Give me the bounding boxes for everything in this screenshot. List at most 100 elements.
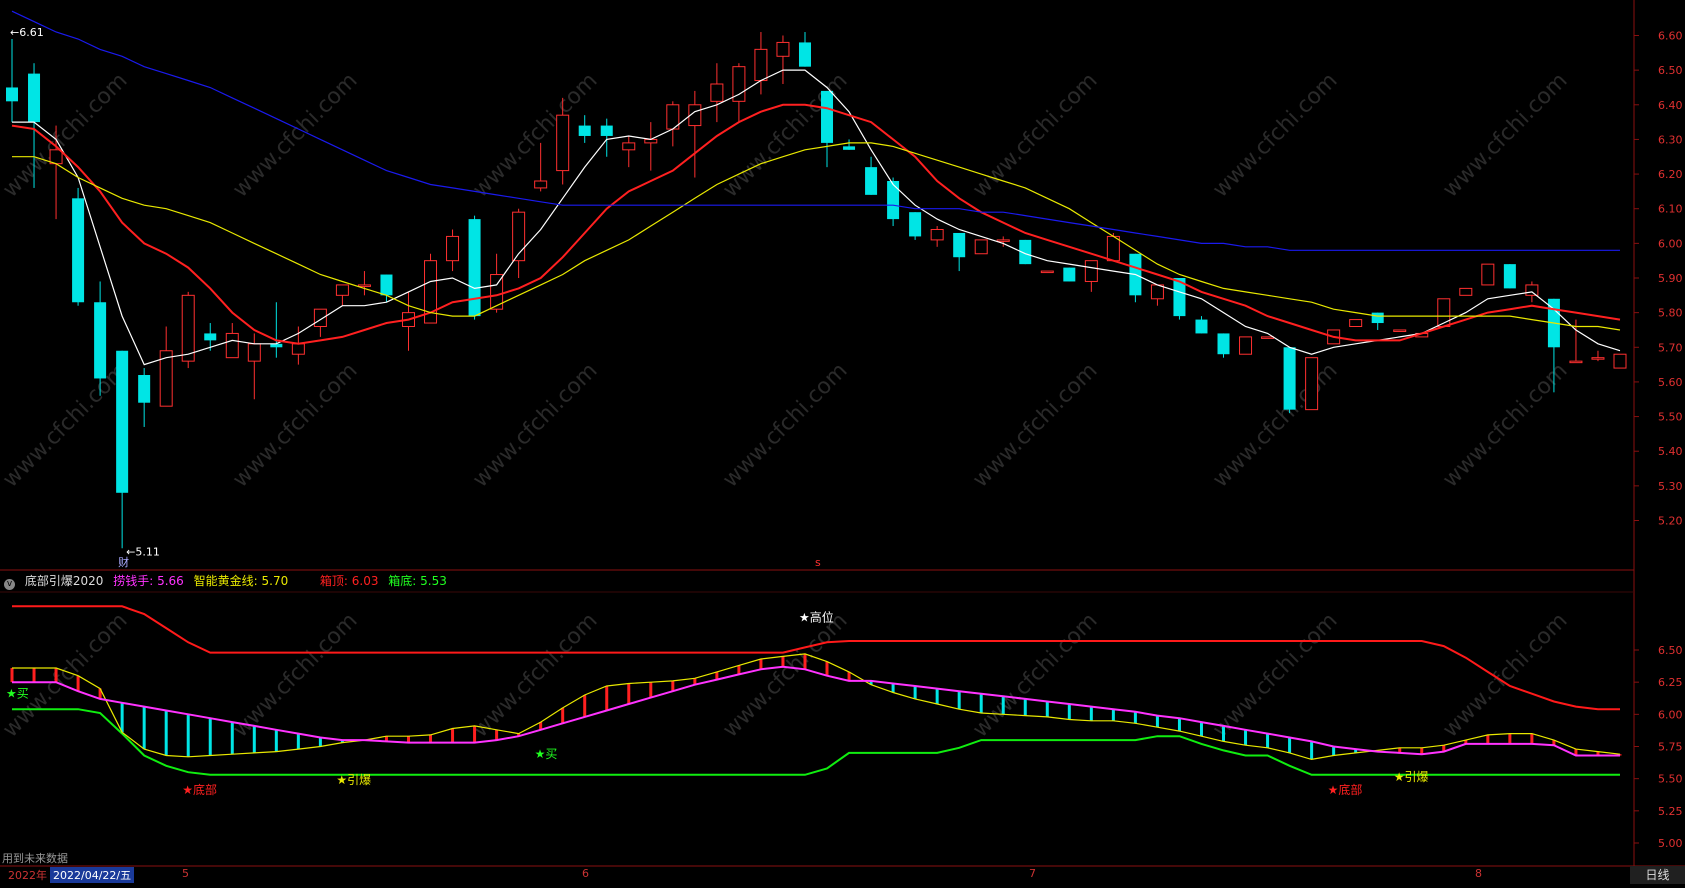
signal-label: ★高位	[799, 610, 834, 625]
candle-body	[335, 284, 349, 296]
ma-line-ma20	[12, 142, 1621, 331]
ma-line-ma60	[11, 10, 1620, 251]
candle-body	[1150, 284, 1164, 300]
y-tick-label: 5.75	[1658, 741, 1683, 754]
candle-body	[754, 48, 768, 82]
candle-body	[776, 41, 790, 57]
candle-body	[313, 308, 327, 327]
candle-body	[225, 332, 239, 359]
candle-body	[996, 239, 1010, 242]
candle-body	[578, 125, 591, 136]
legend-value: 5.53	[420, 574, 447, 588]
y-tick-label: 6.50	[1658, 644, 1683, 657]
candle-body	[1084, 260, 1098, 282]
month-8: 8	[1475, 867, 1482, 880]
signal-label: ★买	[6, 687, 29, 701]
box-bottom-line	[12, 708, 1620, 776]
money-hand-line	[12, 665, 1620, 757]
candle-body	[1459, 287, 1473, 296]
y-tick-label: 5.20	[1658, 515, 1683, 528]
legend-label: 捞钱手:	[113, 574, 154, 588]
legend-golden-line: 智能黄金线: 5.70	[194, 574, 289, 588]
y-tick-label: 5.30	[1658, 480, 1683, 493]
low-annotation: ←5.11	[126, 546, 160, 559]
legend-value: 5.70	[261, 574, 289, 588]
y-tick-label: 6.10	[1658, 203, 1683, 216]
candle-body	[1481, 263, 1495, 286]
y-tick-label: 5.60	[1658, 376, 1683, 389]
golden-line	[12, 653, 1621, 761]
candle-body	[424, 260, 438, 324]
candle-body	[1173, 278, 1186, 317]
signal-label: ★引爆	[336, 773, 371, 787]
signal-label: ★底部	[1328, 782, 1363, 797]
candle-body	[622, 142, 636, 151]
legend-money-hand: 捞钱手: 5.66	[113, 574, 184, 588]
candle-body	[380, 274, 393, 296]
legend-value: 5.66	[157, 574, 184, 588]
candle-body	[181, 294, 195, 362]
year-label: 2022年	[8, 869, 47, 882]
candle-body	[72, 198, 85, 303]
candle-body	[556, 114, 570, 172]
candle-body	[357, 284, 371, 287]
candle-body	[1019, 239, 1032, 265]
candle-body	[930, 229, 944, 241]
box-top-line	[12, 605, 1620, 711]
candle-body	[1195, 319, 1208, 334]
candle-body	[28, 73, 41, 123]
candle-body	[865, 167, 878, 195]
candle-body	[468, 219, 481, 317]
candle-body	[843, 146, 856, 150]
cursor-date: 2022/04/22/五	[50, 867, 135, 883]
candle-body	[1371, 312, 1384, 324]
candle-body	[1393, 329, 1407, 332]
month-6: 6	[582, 867, 589, 880]
candle-body	[116, 350, 129, 493]
y-tick-label: 6.20	[1658, 168, 1683, 181]
candle-body	[446, 235, 460, 262]
y-tick-label: 6.50	[1658, 64, 1683, 77]
candle-body	[49, 149, 63, 165]
candle-body	[534, 180, 548, 189]
candle-body	[1040, 270, 1054, 274]
y-tick-label: 6.00	[1658, 708, 1683, 721]
candle-body	[512, 211, 526, 262]
period-tab[interactable]: 日线	[1630, 866, 1685, 884]
candle-body	[1063, 267, 1076, 282]
candle-body	[1283, 347, 1296, 410]
candle-body	[94, 302, 107, 379]
candle-body	[490, 274, 504, 310]
legend-label: 箱底:	[388, 574, 417, 588]
legend-box-bottom: 箱底: 5.53	[388, 574, 447, 588]
month-7: 7	[1029, 867, 1036, 880]
candle-body	[270, 343, 283, 348]
indicator-collapse-icon[interactable]: v	[4, 579, 15, 590]
candle-body	[291, 343, 305, 355]
candle-body	[1613, 353, 1627, 369]
legend-value: 6.03	[351, 574, 379, 588]
y-tick-label: 5.50	[1658, 773, 1683, 786]
candle-body	[909, 212, 922, 237]
candle-body	[974, 239, 988, 255]
y-tick-label: 5.50	[1658, 411, 1683, 424]
y-tick-label: 5.80	[1658, 307, 1683, 320]
candle-body	[1349, 319, 1363, 328]
y-tick-label: 5.00	[1658, 837, 1683, 850]
legend-box-top: 箱顶: 6.03	[320, 574, 379, 588]
candle-body	[1591, 357, 1605, 360]
candle-body	[204, 333, 217, 341]
candle-body	[887, 181, 900, 220]
candle-body	[600, 125, 613, 136]
indicator-title[interactable]: 底部引爆2020	[24, 574, 104, 588]
legend-label: 智能黄金线:	[193, 574, 258, 588]
y-tick-label: 6.40	[1658, 99, 1683, 112]
y-tick-label: 5.25	[1658, 805, 1683, 818]
candle-body	[1503, 264, 1516, 289]
candle-body	[798, 42, 811, 67]
y-tick-label: 6.25	[1658, 676, 1683, 689]
y-tick-label: 6.00	[1658, 237, 1683, 250]
